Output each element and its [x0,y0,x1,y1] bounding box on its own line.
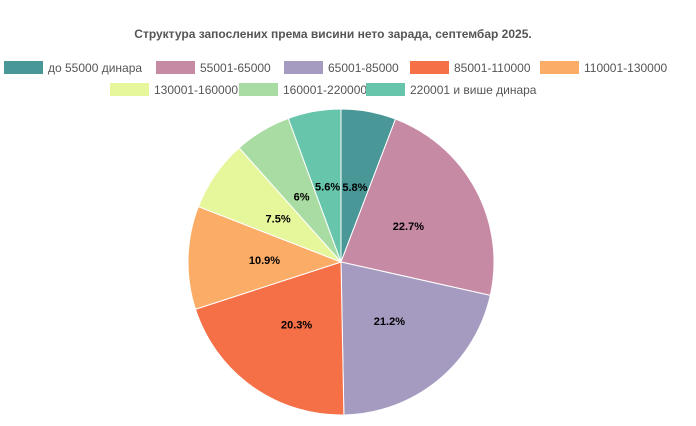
legend-swatch-2[interactable] [156,61,195,74]
legend-swatch-7[interactable] [239,83,278,96]
slice-label-6: 7.5% [266,213,291,225]
slice-label-4: 20.3% [281,319,312,331]
slice-label-5: 10.9% [249,255,280,267]
pie-slice-3[interactable] [340,261,491,416]
legend-label-4[interactable]: 85001-110000 [454,61,531,75]
legend-swatch-3[interactable] [284,61,323,74]
slice-label-7: 6% [294,191,310,203]
legend-swatch-4[interactable] [410,61,449,74]
legend: до 55000 динара 55001-65000 65001-85000 850… [4,61,668,97]
legend-label-5[interactable]: 110001-130000 [584,61,668,75]
legend-label-7[interactable]: 160001-220000 [283,83,367,97]
pie-slices [187,108,495,416]
slice-label-2: 22.7% [393,221,424,233]
legend-swatch-6[interactable] [110,83,149,96]
legend-label-8[interactable]: 220001 и више динара [410,83,537,97]
pie-slice-5[interactable] [187,205,343,310]
legend-swatch-8[interactable] [366,83,405,96]
pie-slice-2[interactable] [340,118,495,296]
legend-swatch-1[interactable] [4,61,43,74]
slice-label-1: 5.8% [342,182,367,194]
legend-label-3[interactable]: 65001-85000 [328,61,399,75]
legend-label-6[interactable]: 130001-160000 [154,83,238,97]
pie-slice-8[interactable] [287,108,342,263]
pie-slice-4[interactable] [194,261,345,416]
legend-label-2[interactable]: 55001-65000 [200,61,271,75]
slice-label-3: 21.2% [374,316,405,328]
pie-data-labels: 5.8% 22.7% 21.2% 20.3% 10.9% 7.5%6% 5.6% [249,182,424,332]
chart-title: Структура запослених према висини нето з… [134,27,531,41]
legend-label-1[interactable]: до 55000 динара [48,61,142,75]
legend-swatch-5[interactable] [540,61,579,74]
slice-label-8: 5.6% [315,182,340,194]
